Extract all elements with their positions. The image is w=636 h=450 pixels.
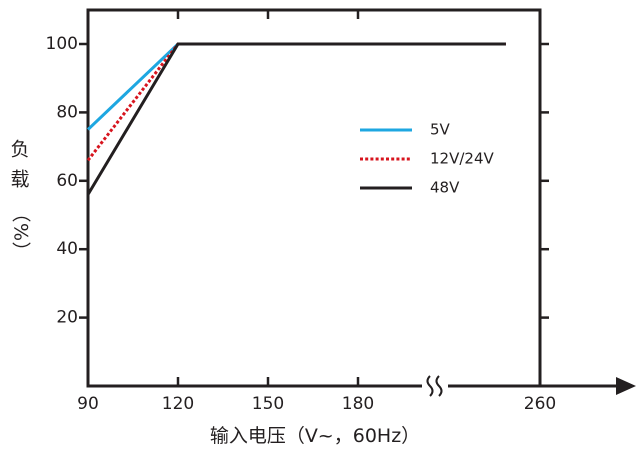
y-axis-title-char: 载 bbox=[10, 169, 29, 191]
x-axis-arrowhead bbox=[616, 377, 636, 395]
x-tick-label: 150 bbox=[252, 394, 284, 414]
series-line bbox=[86, 42, 506, 196]
x-axis-title: 输入电压（V~，60Hz） bbox=[210, 425, 420, 447]
y-axis-title-char: （ bbox=[10, 203, 32, 222]
x-tick-label: 120 bbox=[162, 394, 194, 414]
y-axis-title: 负 载 （ % ） bbox=[10, 139, 32, 261]
x-tick-label: 260 bbox=[524, 394, 556, 414]
y-axis-title-char: % bbox=[10, 223, 32, 241]
y-tick-label: 80 bbox=[56, 102, 78, 122]
y-axis-title-char: 负 bbox=[10, 139, 29, 161]
y-tick-label: 100 bbox=[46, 34, 78, 54]
y-tick-label: 60 bbox=[56, 171, 78, 191]
series-line bbox=[86, 42, 506, 131]
axis-break-mark bbox=[435, 375, 443, 397]
legend-label: 48V bbox=[430, 179, 460, 197]
plot-frame bbox=[86, 8, 542, 388]
y-axis-title-char: ） bbox=[10, 241, 32, 260]
y-tick-label: 40 bbox=[56, 239, 78, 259]
x-tick-label: 180 bbox=[342, 394, 374, 414]
x-tick-label: 90 bbox=[77, 394, 99, 414]
axis-break-mark bbox=[426, 375, 434, 397]
series-line bbox=[86, 42, 506, 162]
legend-label: 5V bbox=[430, 121, 451, 139]
y-tick-label: 20 bbox=[56, 308, 78, 328]
axis-break-gap bbox=[422, 374, 448, 398]
legend-label: 12V/24V bbox=[430, 150, 494, 168]
